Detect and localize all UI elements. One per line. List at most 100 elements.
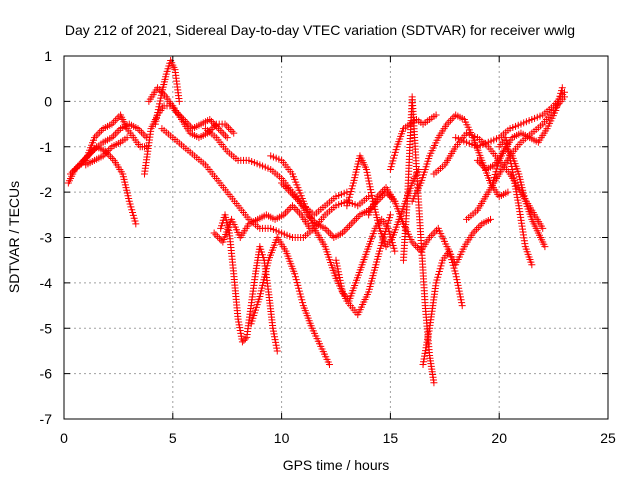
data-point xyxy=(223,134,231,142)
data-point xyxy=(283,184,291,192)
data-point xyxy=(215,234,223,242)
data-point xyxy=(345,193,353,201)
data-point xyxy=(368,194,376,202)
data-point xyxy=(280,211,288,219)
data-point xyxy=(385,227,393,235)
data-point xyxy=(450,264,458,272)
data-point xyxy=(211,121,219,129)
data-point xyxy=(504,145,512,153)
data-point xyxy=(448,256,456,264)
data-point xyxy=(436,265,444,273)
data-point xyxy=(474,224,482,232)
data-point xyxy=(129,211,137,219)
data-point xyxy=(108,155,116,163)
data-point xyxy=(473,225,481,233)
data-point xyxy=(552,106,560,114)
x-axis-label: GPS time / hours xyxy=(283,457,390,473)
data-point xyxy=(343,202,351,210)
data-point xyxy=(373,193,381,201)
data-point xyxy=(377,189,385,197)
data-point xyxy=(434,273,442,281)
series-arc12 xyxy=(247,234,333,369)
data-point xyxy=(269,324,277,332)
data-point xyxy=(555,95,563,103)
data-point xyxy=(449,261,457,269)
data-point xyxy=(433,226,441,234)
data-point xyxy=(178,114,186,122)
data-point xyxy=(176,112,184,120)
data-point xyxy=(337,282,345,290)
data-point xyxy=(337,279,345,287)
data-point xyxy=(273,347,281,355)
data-point xyxy=(477,160,485,168)
data-point xyxy=(272,338,280,346)
data-point xyxy=(278,179,286,187)
data-point xyxy=(506,154,514,162)
data-point xyxy=(392,146,400,154)
data-point xyxy=(384,224,392,232)
data-point xyxy=(298,296,306,304)
data-points xyxy=(64,57,568,387)
data-point xyxy=(554,98,562,106)
data-point xyxy=(218,128,226,136)
data-point xyxy=(446,250,454,258)
data-point xyxy=(469,229,477,237)
data-point xyxy=(295,209,303,217)
data-point xyxy=(292,194,300,202)
data-point xyxy=(443,120,451,128)
data-point xyxy=(131,217,139,225)
data-point xyxy=(426,234,434,241)
data-point xyxy=(386,165,394,173)
data-point xyxy=(139,130,147,138)
data-point xyxy=(269,327,277,335)
data-point xyxy=(553,104,561,112)
data-point xyxy=(295,284,303,292)
data-point xyxy=(101,150,109,158)
data-point xyxy=(553,101,561,109)
data-point xyxy=(209,119,217,127)
data-point xyxy=(427,232,435,240)
data-point xyxy=(539,224,547,232)
data-point xyxy=(454,281,462,289)
data-point xyxy=(154,109,162,117)
data-point xyxy=(447,253,455,261)
data-point xyxy=(208,117,216,125)
data-point xyxy=(504,188,512,196)
data-point xyxy=(236,324,244,332)
data-point xyxy=(479,162,487,170)
data-point xyxy=(281,183,289,191)
data-point xyxy=(379,187,387,195)
data-point xyxy=(480,164,488,172)
data-point xyxy=(283,207,291,215)
data-point xyxy=(230,129,238,137)
data-point xyxy=(505,148,513,156)
data-point xyxy=(92,132,100,140)
x-tick-label: 25 xyxy=(600,430,616,446)
data-point xyxy=(130,214,138,222)
data-point xyxy=(294,281,302,289)
data-point xyxy=(99,152,107,160)
data-point xyxy=(458,302,466,310)
series-arc4 xyxy=(82,134,131,169)
data-point xyxy=(110,118,118,126)
data-point xyxy=(132,220,140,228)
x-tick-label: 5 xyxy=(169,430,177,446)
data-point xyxy=(297,293,305,301)
data-point xyxy=(364,174,372,182)
data-point xyxy=(453,276,461,284)
data-point xyxy=(391,247,399,255)
data-point xyxy=(450,113,458,121)
data-point xyxy=(110,132,118,140)
data-point xyxy=(80,156,88,164)
data-point xyxy=(338,285,346,293)
data-point xyxy=(366,183,374,191)
data-point xyxy=(235,321,243,329)
data-point xyxy=(83,153,91,161)
data-point xyxy=(237,329,245,337)
data-point xyxy=(68,168,76,176)
data-point xyxy=(386,211,394,219)
data-point xyxy=(223,122,231,130)
data-point xyxy=(413,243,421,251)
data-point xyxy=(349,182,357,190)
data-point xyxy=(156,100,164,108)
